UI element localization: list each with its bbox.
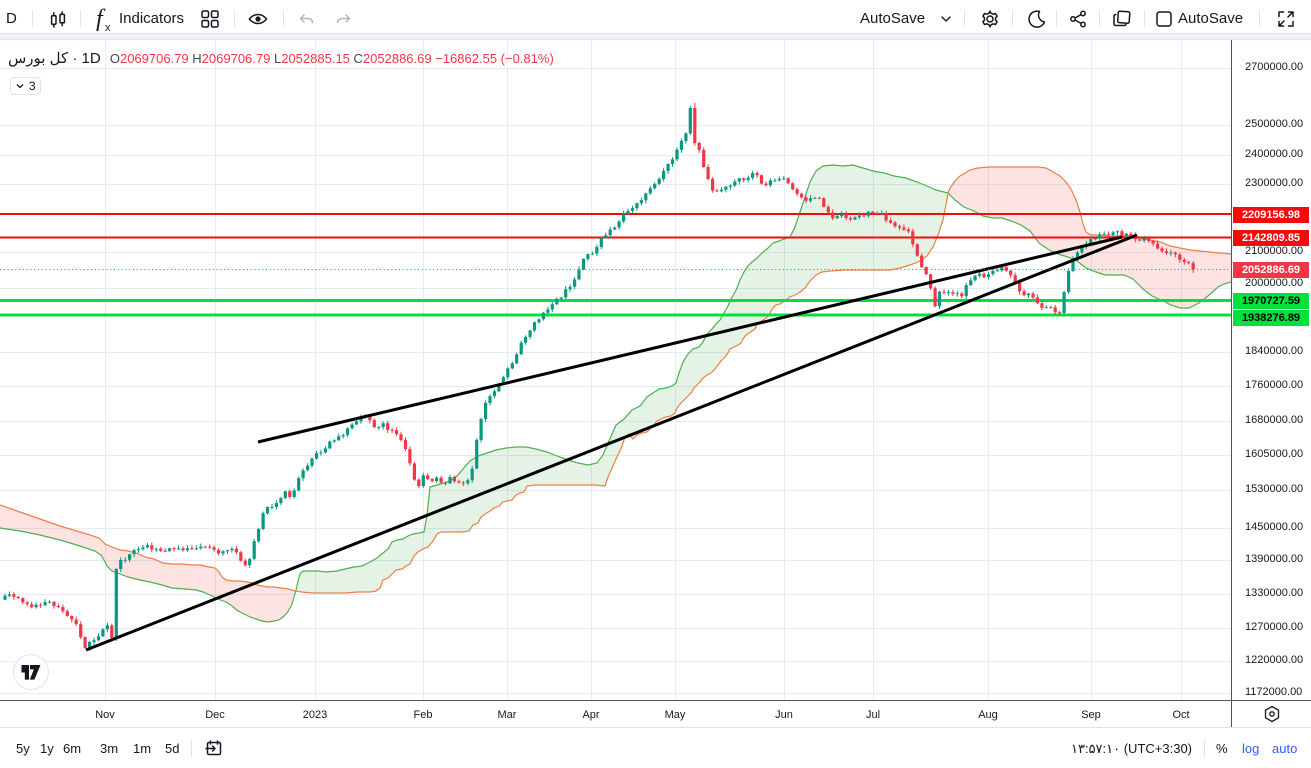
svg-text:f: f: [96, 6, 106, 32]
svg-text:x: x: [105, 22, 111, 33]
